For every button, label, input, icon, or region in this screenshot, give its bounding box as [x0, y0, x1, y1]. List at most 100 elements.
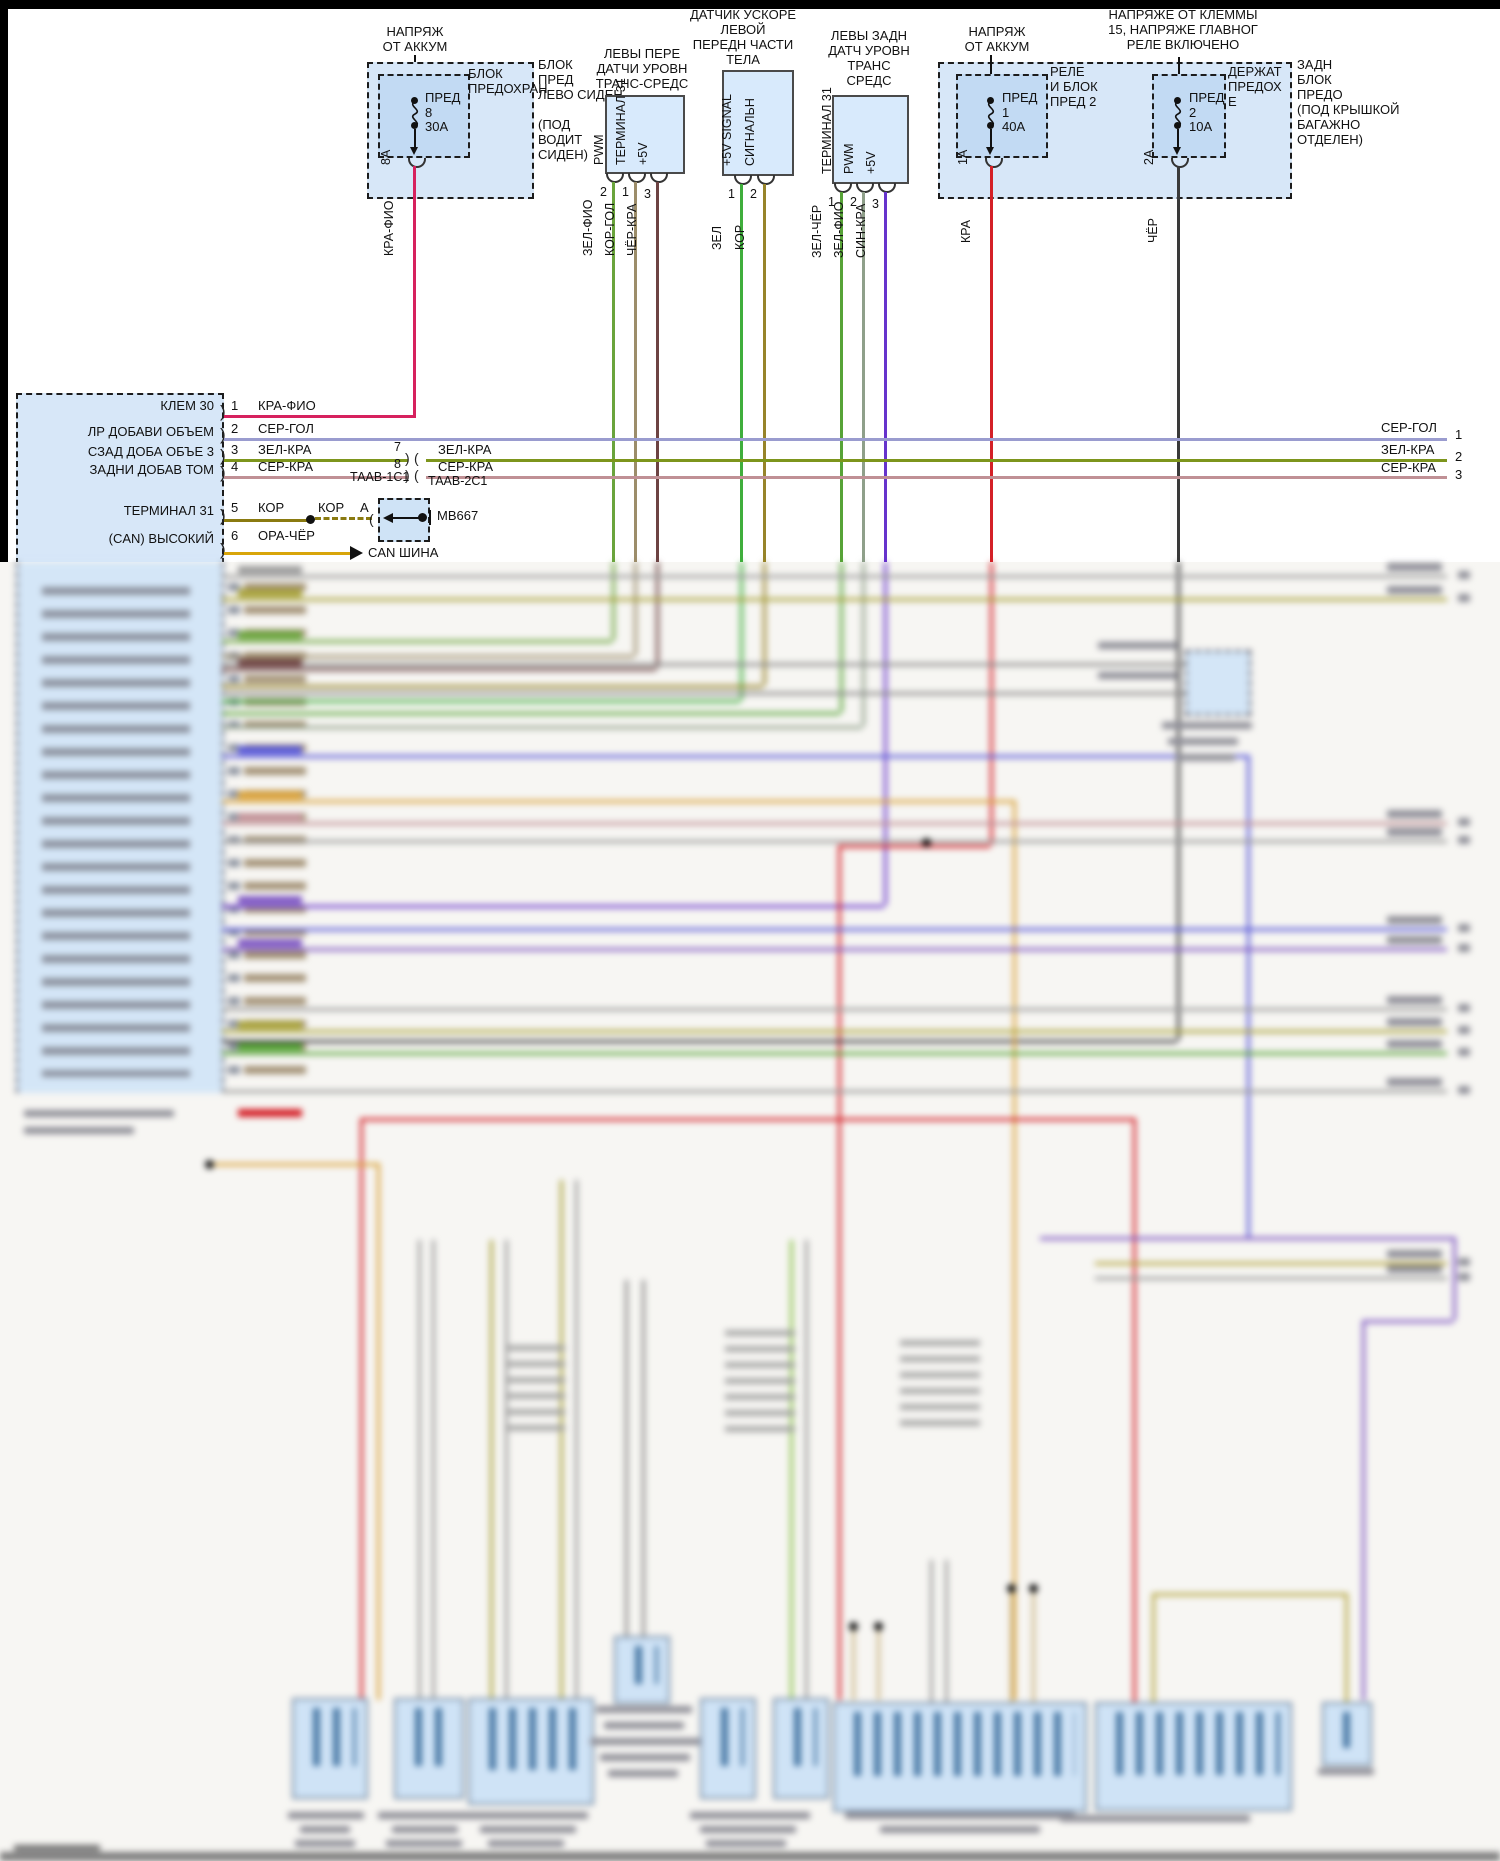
blur-deco [470, 1812, 588, 1819]
blur-deco [845, 1812, 1075, 1819]
ecu-pin: 2 [231, 421, 239, 436]
blur-deco [360, 1118, 363, 1700]
blur-deco [596, 1706, 692, 1713]
pin-bracket: ) [220, 540, 226, 559]
wire-ser-gol [224, 438, 1447, 441]
terminal-label: ТЕРМИНАЛ 31 [614, 78, 628, 165]
blur-deco [378, 1812, 474, 1819]
blur-deco [24, 1110, 174, 1117]
fuse-number: 1 [1002, 105, 1010, 120]
fuse-squiggle [411, 101, 419, 127]
blur-deco [1387, 563, 1442, 571]
blur-deco [211, 1163, 377, 1166]
left-arrow-icon [383, 513, 393, 523]
blur-deco [700, 1826, 796, 1833]
blur-deco [1060, 1815, 1250, 1822]
down-arrow-icon [986, 147, 994, 155]
blur-deco [1168, 738, 1238, 745]
blur-deco [1095, 1277, 1447, 1280]
pin-1a: 1А [956, 149, 970, 165]
blur-deco [205, 1160, 214, 1169]
blur-deco [238, 746, 302, 754]
blur-deco [1387, 1265, 1442, 1273]
blur-deco [575, 1180, 578, 1700]
blur-deco [222, 700, 740, 703]
fuse-dot [987, 122, 994, 129]
blur-deco [1345, 1593, 1348, 1702]
mb667-dot [418, 513, 427, 522]
left-frame-bar [0, 9, 8, 562]
blur-deco [222, 726, 862, 729]
mb667-line [392, 517, 422, 519]
blur-deco [877, 1625, 880, 1700]
fuse-right-side-label: ЗАДН БЛОК ПРЕДО (ПОД КРЫШКОЙ БАГАЖНО ОТД… [1297, 57, 1400, 147]
ecu-pin: 5 [231, 500, 239, 515]
blur-deco [1458, 1026, 1470, 1034]
blur-deco [1458, 836, 1470, 844]
blur-deco [862, 562, 865, 726]
blur-deco [1387, 996, 1442, 1004]
blur-deco [1387, 1040, 1442, 1048]
terminal-label: +5V [864, 151, 878, 174]
wire-sin-kra [884, 192, 887, 562]
connector-arc [1171, 158, 1189, 168]
blur-deco [222, 1030, 1447, 1033]
blur-deco [874, 1622, 883, 1631]
blur-deco [884, 562, 887, 905]
wire-label: КОР-ГОЛ [603, 202, 617, 256]
blur-deco [1032, 1587, 1035, 1702]
wire-label: КОР [733, 224, 747, 250]
wire-zel [740, 184, 743, 562]
splice-bracket: ( [414, 467, 419, 483]
fuse-lead [1177, 129, 1179, 147]
wire-cher [1177, 166, 1180, 562]
ecu-row-name: ЛР ДОБАВИ ОБЪЕМ [87, 424, 214, 439]
blur-deco [1458, 1004, 1470, 1012]
blur-deco [1458, 924, 1470, 932]
fuse-left-title: НАПРЯЖ ОТ АККУМ [382, 24, 448, 54]
wire-ora-cher [224, 552, 350, 555]
fuse-number: 8 [425, 105, 433, 120]
exit-wire-label: ЗЕЛ-КРА [1381, 442, 1435, 457]
blur-deco [1152, 1593, 1155, 1702]
splice-connector-label: ТААВ-1С1 [350, 470, 410, 484]
blur-deco [790, 1240, 793, 1700]
blur-deco [1387, 916, 1442, 924]
fuse-amps: 40А [1002, 119, 1026, 134]
ecu-pin: 3 [231, 442, 239, 457]
blur-deco [238, 1021, 302, 1029]
fuse-number: 2 [1189, 105, 1197, 120]
ecu-block [16, 393, 224, 564]
blur-deco [1103, 1712, 1280, 1775]
connector-arc [834, 183, 852, 193]
ecu-pin: 1 [231, 398, 239, 413]
blur-deco [238, 939, 302, 947]
blur-deco [402, 1708, 452, 1766]
wire-label-kra: КРА [959, 219, 973, 243]
wire-kor-dashed [315, 517, 372, 520]
blur-deco [222, 948, 1447, 951]
wire-zel-kra [224, 459, 408, 462]
blur-deco [505, 1335, 565, 1435]
terminal-label: PWM [592, 134, 606, 165]
wire-label: СИН-КРА [854, 203, 868, 258]
exit-pin: 1 [1455, 427, 1463, 442]
blur-deco [222, 822, 1447, 825]
wire-kor-gol [634, 182, 637, 562]
exit-pin: 2 [1455, 449, 1463, 464]
connector-arc [606, 173, 624, 183]
right-module-box-blurred [1185, 650, 1251, 716]
connector-arc [734, 175, 752, 185]
blur-deco [222, 928, 1447, 931]
ecu-wire-label: КРА-ФИО [258, 398, 316, 413]
sensor-rear-title: ЛЕВЫ ЗАДН ДАТЧ УРОВН ТРАНС СРЕДС [828, 28, 910, 88]
fuse-amps: 10А [1189, 119, 1213, 134]
wire-kra-fio-horiz [224, 415, 416, 418]
can-bus-label: CAN ШИНА [368, 545, 439, 560]
fuse-dot [1174, 122, 1181, 129]
can-bus-arrow-icon [350, 546, 363, 560]
splice-bracket: ( [369, 511, 374, 527]
connector-arc [650, 173, 668, 183]
splice-bracket: ( [414, 450, 419, 466]
